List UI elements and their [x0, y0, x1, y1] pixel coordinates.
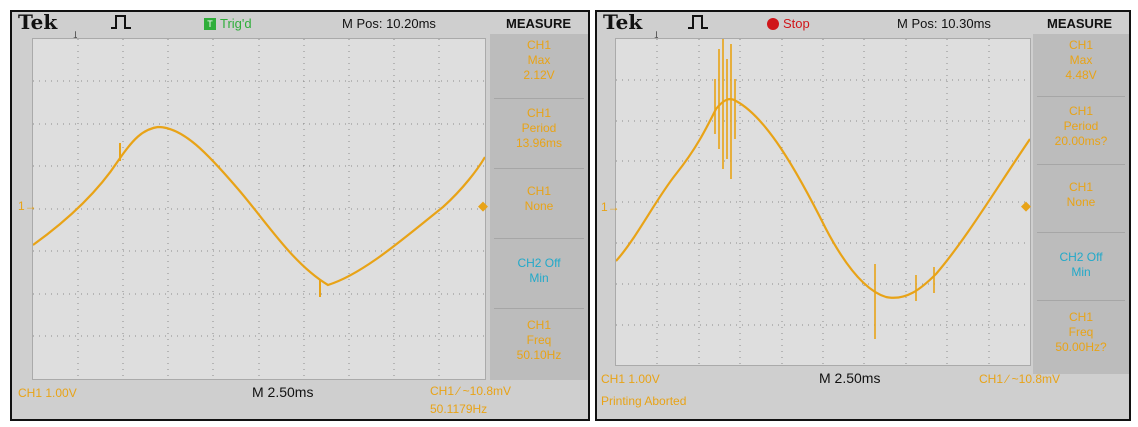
trigger-info: CH1 ∕ ~10.8mV [979, 372, 1061, 386]
ch1-trace [616, 98, 1030, 299]
ch1-level-marker: 1→ [18, 199, 37, 213]
measure-ch2-min[interactable]: CH2 Off Min [517, 256, 561, 285]
trigger-level-icon: ◆ [1021, 198, 1031, 213]
brand-label: Tek [603, 10, 643, 34]
divider [494, 98, 584, 99]
ch1-scale: CH1 1.00V [18, 386, 77, 400]
m-pos-readout: M Pos: 10.30ms [897, 16, 991, 31]
waveform-display [616, 39, 1030, 365]
waveform-display [33, 39, 485, 379]
trigger-level-icon: ◆ [478, 198, 488, 213]
ch1-level-marker: 1→ [601, 200, 620, 214]
waveform-screen [32, 38, 486, 380]
trigger-info: CH1 ∕ ~10.8mV [430, 384, 512, 398]
trig-box-icon: T [204, 17, 216, 30]
divider [1037, 232, 1125, 233]
measure-ch1-period[interactable]: CH1 Period 20.00ms? [1054, 104, 1108, 148]
divider [1037, 300, 1125, 301]
stop-status: Stop [767, 16, 810, 31]
waveform-screen [615, 38, 1031, 366]
ch1-trace [33, 125, 485, 287]
divider [494, 308, 584, 309]
divider [494, 238, 584, 239]
m-pos-readout: M Pos: 10.20ms [342, 16, 436, 31]
scope-right: Tek ↓ Stop M Pos: 10.30ms MEASURE 1→ ◆ C… [595, 10, 1131, 421]
measure-ch2-min[interactable]: CH2 Off Min [1059, 250, 1103, 279]
measure-title: MEASURE [506, 16, 572, 31]
measure-ch1-max[interactable]: CH1 Max 2.12V [523, 38, 555, 82]
pulse-icon [111, 15, 131, 29]
scope-left: Tek ↓ T Trig'd M Pos: 10.20ms MEASURE 1→ … [10, 10, 590, 421]
measure-ch1-max[interactable]: CH1 Max 4.48V [1065, 38, 1097, 82]
measure-ch1-period[interactable]: CH1 Period 13.96ms [515, 106, 563, 150]
trigger-position-icon: ↓ [653, 26, 660, 42]
divider [494, 168, 584, 169]
timebase: M 2.50ms [819, 370, 881, 386]
trigger-status: T Trig'd [204, 16, 252, 31]
measure-panel: CH1 Max 4.48V CH1 Period 20.00ms? CH1 No… [1033, 34, 1129, 374]
grid [33, 39, 485, 379]
divider [1037, 164, 1125, 165]
pulse-icon [688, 15, 708, 29]
measure-ch1-freq[interactable]: CH1 Freq 50.10Hz [516, 318, 562, 362]
scope-right-topbar: Tek ↓ Stop M Pos: 10.30ms MEASURE [597, 10, 1129, 42]
noise-burst [714, 39, 736, 179]
timebase: M 2.50ms [252, 384, 314, 400]
measure-title: MEASURE [1047, 16, 1113, 31]
measure-ch1-none[interactable]: CH1 None [1066, 180, 1096, 209]
brand-label: Tek [18, 10, 58, 34]
ch1-scale: CH1 1.00V [601, 372, 660, 386]
stop-dot-icon [767, 17, 779, 30]
divider [1037, 96, 1125, 97]
measure-panel: CH1 Max 2.12V CH1 Period 13.96ms CH1 Non… [490, 34, 588, 380]
scope-left-topbar: Tek ↓ T Trig'd M Pos: 10.20ms MEASURE [12, 10, 588, 42]
measure-ch1-none[interactable]: CH1 None [524, 184, 554, 213]
print-status: Printing Aborted [601, 394, 687, 408]
trigger-position-icon: ↓ [72, 26, 79, 42]
measure-ch1-freq[interactable]: CH1 Freq 50.00Hz? [1055, 310, 1107, 354]
grid [616, 39, 1030, 365]
trigger-frequency: 50.1179Hz [430, 402, 488, 416]
